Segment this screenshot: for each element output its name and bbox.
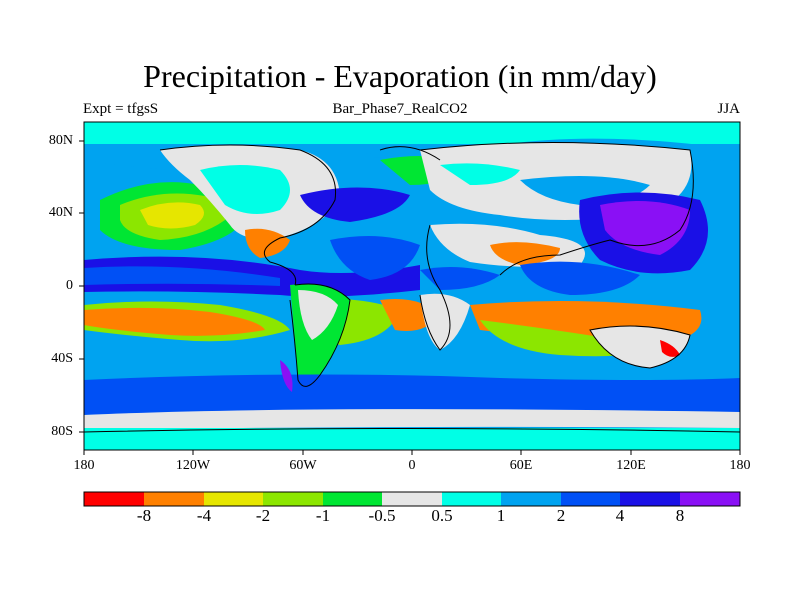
experiment-label: Expt = tfgsS [83, 101, 159, 117]
lat-label-40s: 40S [51, 351, 73, 366]
lon-label-180e: 180 [729, 458, 751, 473]
colorbar-swatch [620, 492, 680, 506]
lat-label-80s: 80S [51, 424, 73, 439]
lon-label-60w: 60W [289, 458, 317, 473]
colorbar-label: 1 [496, 506, 506, 525]
lon-label-120w: 120W [175, 458, 211, 473]
colorbar-label: 8 [675, 506, 685, 525]
colorbar-swatch [501, 492, 561, 506]
colorbar-swatch [263, 492, 323, 506]
colorbar-label: -0.5 [368, 506, 396, 525]
colorbar-label: -4 [196, 506, 212, 525]
colorbar-swatch [561, 492, 620, 506]
lat-label-40n: 40N [48, 205, 73, 220]
season-label: JJA [717, 101, 740, 117]
colorbar-label: 0.5 [431, 506, 453, 525]
colorbar-label: 4 [615, 506, 625, 525]
colorbar-swatch [84, 492, 144, 506]
colorbar-swatch [680, 492, 740, 506]
colorbar [83, 491, 741, 507]
colorbar-swatch [204, 492, 263, 506]
lat-label-80n: 80N [48, 133, 73, 148]
lon-label-180w: 180 [73, 458, 95, 473]
colorbar-swatch [382, 492, 442, 506]
colorbar-swatch [323, 492, 382, 506]
colorbar-swatch [442, 492, 501, 506]
colorbar-swatch [144, 492, 204, 506]
colorbar-label: -2 [255, 506, 271, 525]
lon-label-120e: 120E [616, 458, 646, 473]
colorbar-label: -1 [315, 506, 331, 525]
lon-label-0: 0 [408, 458, 416, 473]
lon-label-60e: 60E [509, 458, 533, 473]
axis-ticks [79, 140, 741, 455]
lat-label-equator: 0 [66, 278, 73, 293]
map-field [84, 122, 740, 450]
colorbar-label: -8 [136, 506, 152, 525]
run-label: Bar_Phase7_RealCO2 [332, 101, 468, 117]
colorbar-label: 2 [556, 506, 566, 525]
map-title: Precipitation - Evaporation (in mm/day) [143, 58, 657, 94]
